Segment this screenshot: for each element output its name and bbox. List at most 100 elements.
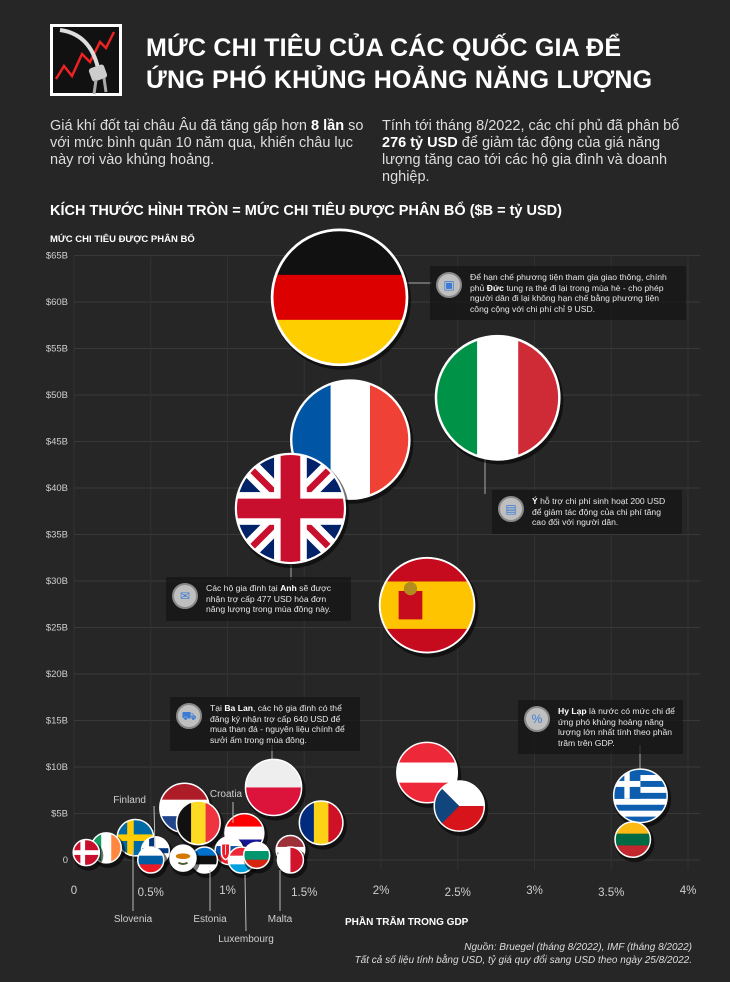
country-label-finland: Finland — [113, 795, 146, 806]
annotation-poland: ⛟ Tại Ba Lan, các hộ gia đình có thể đăn… — [170, 697, 360, 751]
x-tick-label: 1% — [219, 885, 236, 897]
annotation-highlight: Ba Lan — [224, 703, 253, 713]
bubble-size-legend: KÍCH THƯỚC HÌNH TRÒN = MỨC CHI TIÊU ĐƯỢC… — [50, 203, 562, 219]
y-tick-label: $55B — [46, 344, 68, 355]
x-tick-label: 3.5% — [598, 887, 624, 899]
y-tick-label: $30B — [46, 576, 68, 587]
annotation-text: , các hộ gia đình có thể đăng ký nhận tr… — [210, 703, 345, 745]
bubble-bulgaria — [242, 841, 274, 874]
x-tick-label: 2% — [373, 885, 390, 897]
y-tick-label: $25B — [46, 623, 68, 634]
x-tick-label: 3% — [526, 885, 543, 897]
bubble-greece — [612, 768, 672, 828]
y-tick-label: $5B — [51, 809, 68, 820]
x-axis-label: PHẦN TRĂM TRONG GDP — [345, 917, 469, 928]
sweden-flag-icon — [117, 819, 154, 856]
intro-text: Giá khí đốt tại châu Âu đã tăng gấp hơn — [50, 118, 312, 134]
country-labels: Croatia Slovenia Finland Estonia Luxembourg M… — [113, 789, 292, 945]
source-text: Nguồn: Bruegel (tháng 8/2022), IMF (thán… — [464, 942, 692, 953]
bubble-poland — [244, 758, 306, 821]
y-tick-label: $15B — [46, 716, 68, 727]
bubble-germany — [270, 228, 412, 370]
y-tick-label: 0 — [63, 855, 68, 866]
y-tick-label: $50B — [46, 390, 68, 401]
bubble-cyprus — [169, 844, 200, 877]
page-title: MỨC CHI TIÊU CỦA CÁC QUỐC GIA ĐỂ ỨNG PHÓ… — [146, 32, 652, 96]
annotation-text: là nước có mức chi để ứng phó khủng hoản… — [558, 706, 675, 748]
annotation-highlight: Hy Lạp — [558, 706, 587, 716]
annotation-text: hỗ trợ chi phí sinh hoạt 200 USD để giảm… — [532, 496, 666, 527]
bulgaria-flag-icon — [243, 842, 270, 869]
coal-cart-icon: ⛟ — [176, 703, 202, 729]
greece-flag-icon — [613, 769, 668, 823]
y-tick-label: $20B — [46, 669, 68, 680]
bubble-estonia — [190, 846, 222, 878]
y-tick-label: $60B — [46, 297, 68, 308]
bubble-czech — [433, 780, 489, 837]
annotation-text: Để hạn chế phương tiện tham gia giao thô… — [470, 272, 667, 293]
bubble-slovenia — [137, 846, 168, 878]
y-tick-label: $10B — [46, 762, 68, 773]
intro-text: Tính tới tháng 8/2022, các chí phủ đã ph… — [382, 118, 680, 134]
x-tick-label: 2.5% — [445, 887, 471, 899]
country-label-malta: Malta — [268, 914, 293, 925]
title-line-2: ỨNG PHÓ KHỦNG HOẢNG NĂNG LƯỢNG — [146, 66, 653, 94]
bubble-lithuania — [614, 821, 655, 863]
malta-flag-icon — [277, 847, 304, 873]
y-tick-label: $40B — [46, 483, 68, 494]
intro-highlight: 8 lần — [311, 118, 345, 134]
estonia-flag-icon — [191, 847, 218, 873]
country-label-estonia: Estonia — [193, 914, 227, 925]
x-tick-label: 4% — [680, 885, 697, 897]
bubble-malta — [276, 846, 308, 878]
luxembourg-flag-icon — [228, 847, 255, 873]
annotation-uk: ✉ Các hộ gia đình tại Anh sẽ được nhận t… — [166, 577, 351, 621]
y-axis-ticks: 0 $5B $10B $15B $20B $25B $30B $35B $40B $45B $50B… — [46, 251, 68, 867]
bubble-spain — [378, 556, 479, 658]
bubble-uk — [234, 452, 350, 569]
intro-highlight: 276 tỷ USD — [382, 135, 458, 151]
percent-gauge-icon: % — [524, 706, 550, 732]
money-icon: ▤ — [498, 496, 524, 522]
bubble-austria — [396, 741, 462, 808]
annotation-text: tung ra thẻ đi lại trong mùa hè - cho ph… — [470, 282, 664, 314]
x-axis-ticks: 0 0.5% 1% 1.5% 2% 2.5% 3% 3.5% 4% — [71, 885, 697, 899]
y-tick-label: $45B — [46, 437, 68, 448]
intro-right: Tính tới tháng 8/2022, các chí phủ đã ph… — [382, 118, 682, 186]
intro-left: Giá khí đốt tại châu Âu đã tăng gấp hơn … — [50, 118, 370, 169]
x-tick-label: 0 — [71, 885, 77, 897]
annotation-italy: ▤ Ý hỗ trợ chi phí sinh hoạt 200 USD để … — [492, 490, 682, 534]
y-tick-label: $65B — [46, 251, 68, 262]
power-plug-rising-chart-icon — [49, 23, 123, 97]
annotation-text: Các hộ gia đình tại — [206, 583, 281, 593]
country-label-luxembourg: Luxembourg — [218, 934, 274, 945]
y-tick-label: $35B — [46, 530, 68, 541]
intro-text: so với mức bình quân 10 năm qua, khiến c… — [50, 118, 364, 168]
source-note: Nguồn: Bruegel (tháng 8/2022), IMF (thán… — [355, 941, 692, 967]
currency-note: Tất cả số liệu tính bằng USD, tỷ giá quy… — [354, 955, 692, 966]
spain-flag-icon — [379, 557, 475, 653]
slovenia-flag-icon — [137, 847, 164, 873]
annotation-highlight: Đức — [486, 282, 504, 293]
x-tick-label: 0.5% — [138, 887, 164, 899]
y-axis-label: MỨC CHI TIÊU ĐƯỢC PHÂN BỔ — [50, 234, 195, 245]
train-icon: ▣ — [436, 272, 462, 298]
bubble-belgium — [175, 800, 225, 850]
country-label-croatia: Croatia — [210, 789, 243, 800]
bubbles — [72, 228, 672, 878]
bubble-romania — [298, 800, 347, 850]
annotation-germany: ▣ Để hạn chế phương tiện tham gia giao t… — [430, 266, 686, 320]
country-label-slovenia: Slovenia — [114, 914, 153, 925]
envelope-icon: ✉ — [172, 583, 198, 609]
bubble-italy — [434, 334, 564, 465]
x-tick-label: 1.5% — [291, 887, 317, 899]
title-line-1: MỨC CHI TIÊU CỦA CÁC QUỐC GIA ĐỂ — [146, 34, 622, 62]
uk-flag-icon — [235, 453, 346, 564]
label-leader-line — [153, 805, 156, 849]
intro-text: để giảm tác động của giá năng lượng tăng… — [382, 135, 668, 185]
annotation-greece: % Hy Lạp là nước có mức chi để ứng phó k… — [518, 700, 683, 754]
annotation-highlight: Anh — [280, 583, 297, 593]
annotation-text: sẽ được nhận trợ cấp 477 USD hóa đơn năn… — [206, 583, 332, 614]
annotation-highlight: Ý — [532, 496, 538, 506]
